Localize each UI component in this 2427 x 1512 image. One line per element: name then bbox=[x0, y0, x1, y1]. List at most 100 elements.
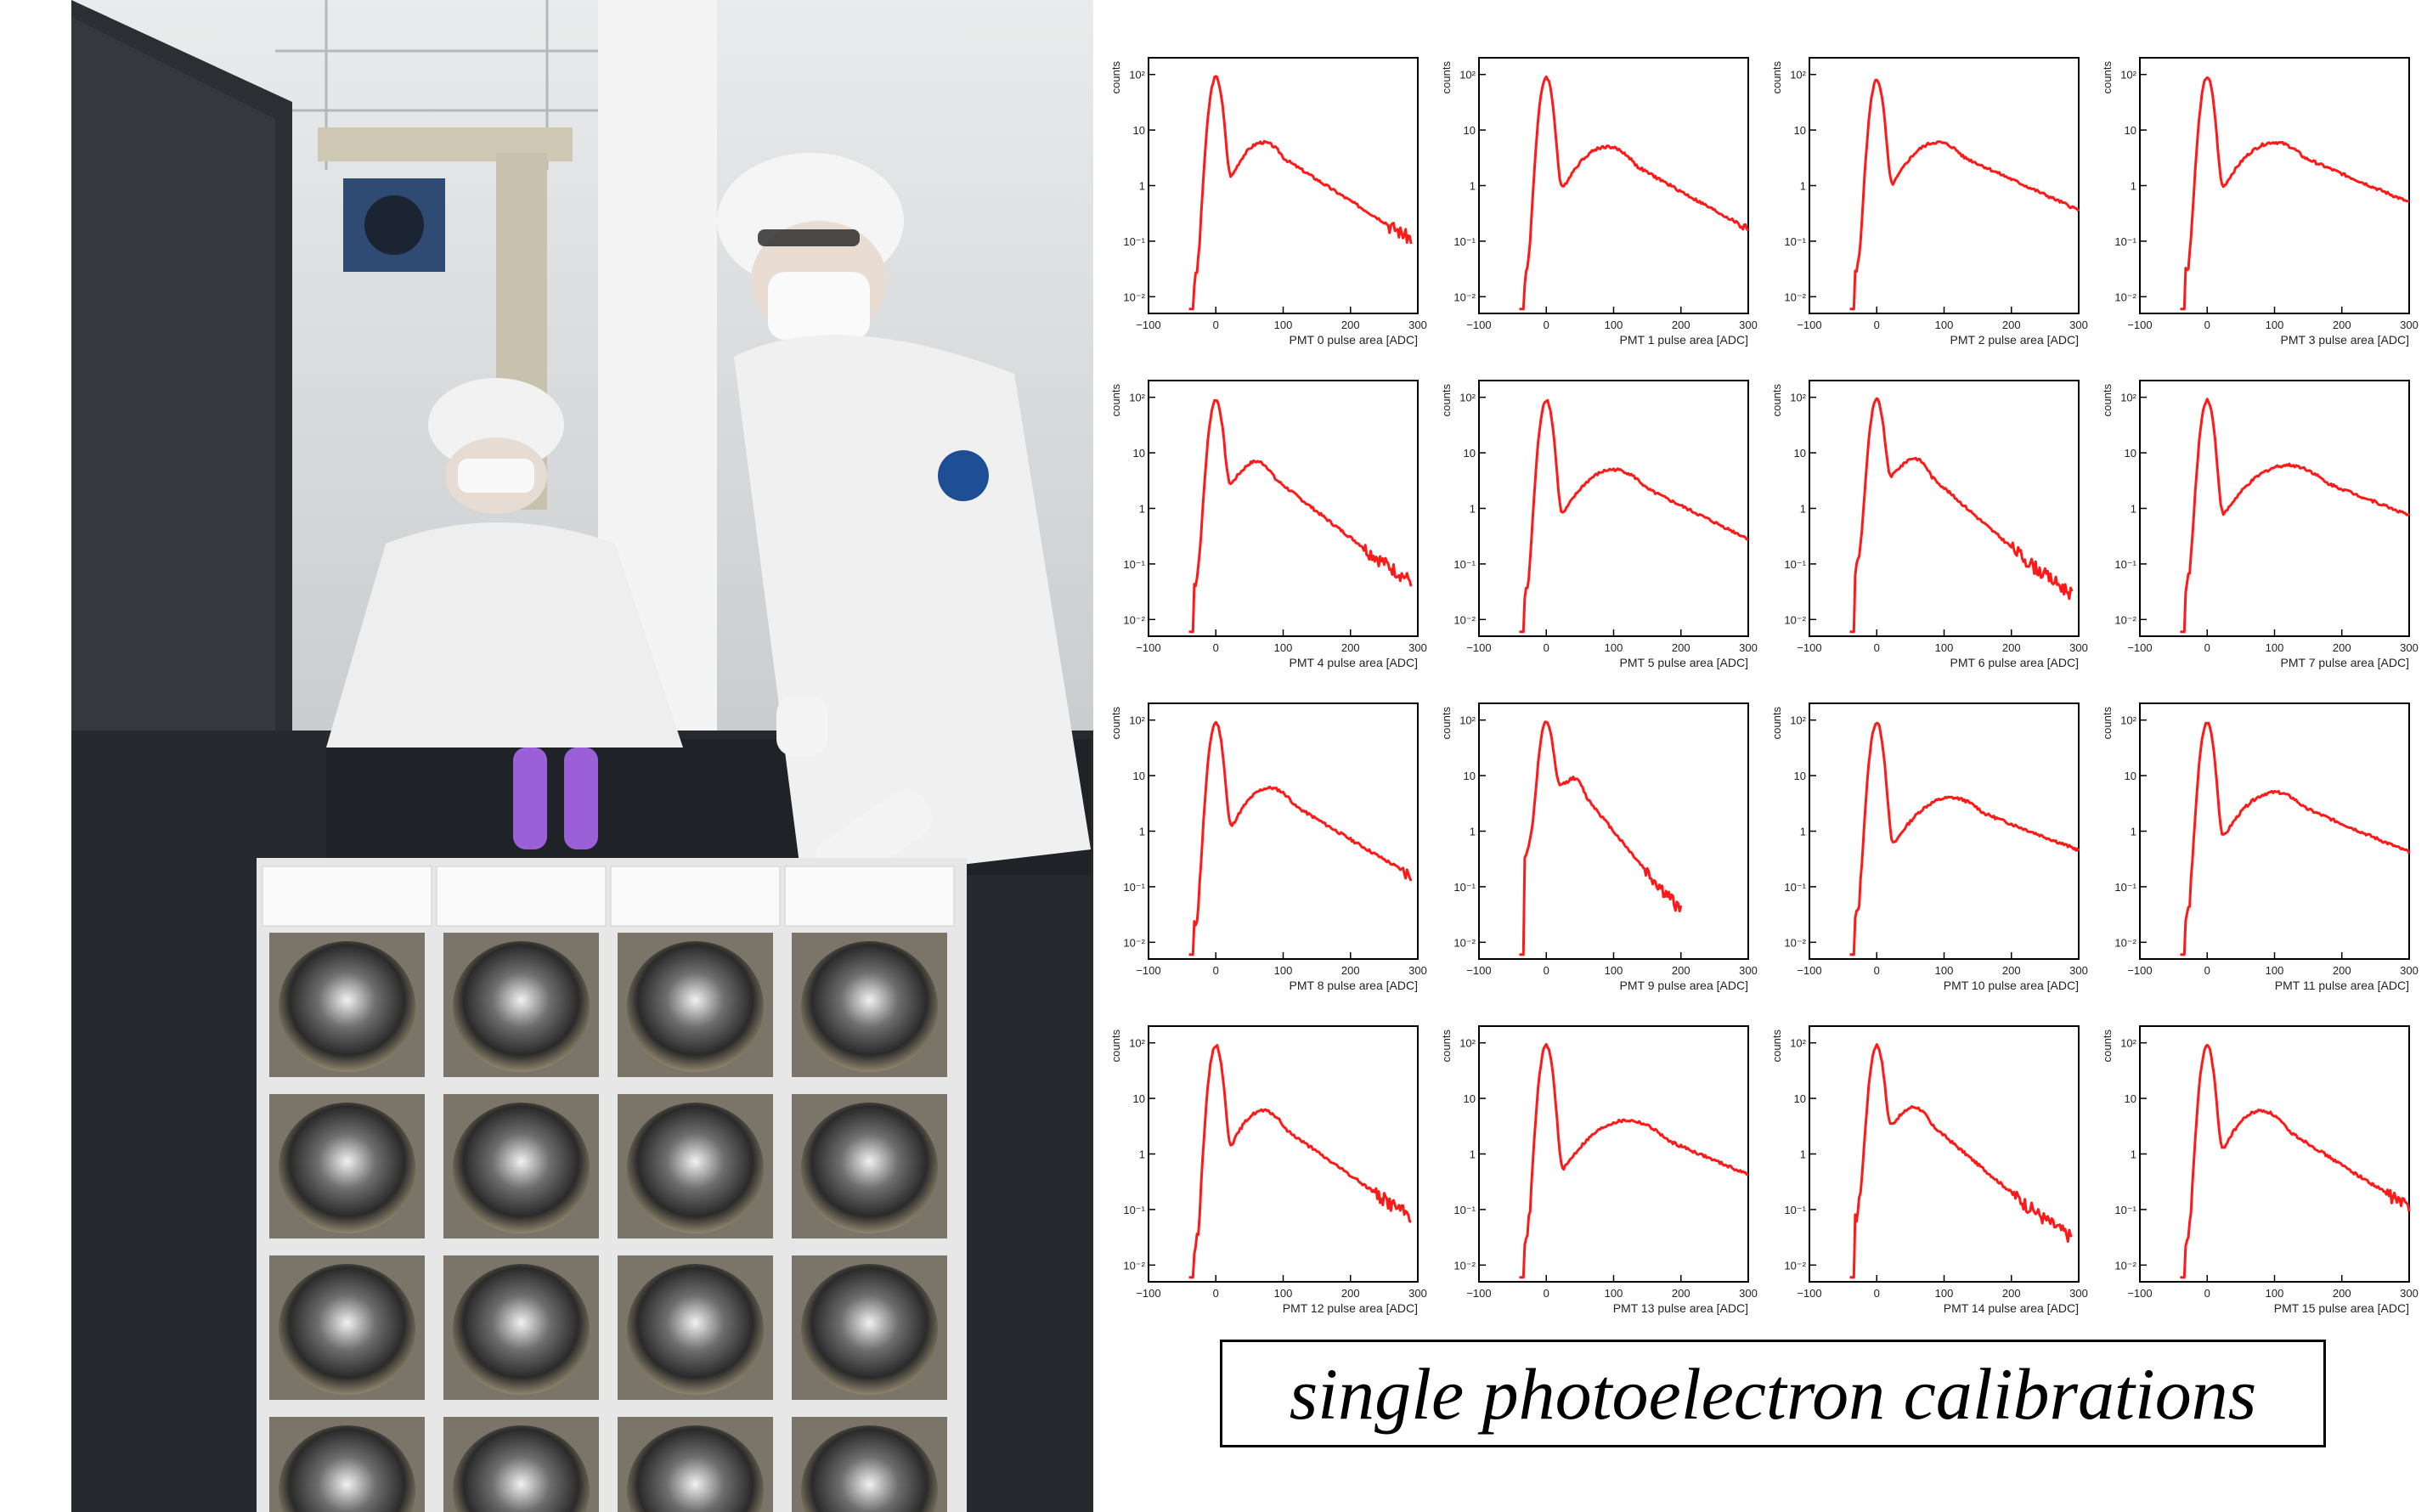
y-tick-label: 10 bbox=[2125, 770, 2136, 782]
y-tick-label: 10⁻¹ bbox=[1123, 235, 1145, 248]
x-tick-label: −100 bbox=[1466, 1287, 1491, 1300]
histogram-series bbox=[1849, 397, 2074, 634]
x-tick-label: 200 bbox=[1341, 641, 1360, 654]
y-tick-label: 10⁻² bbox=[1453, 1259, 1476, 1272]
x-tick-label: −100 bbox=[2127, 319, 2152, 331]
y-tick-label: 10² bbox=[1790, 69, 1806, 82]
x-tick-label: 200 bbox=[2002, 1287, 2021, 1300]
histogram-panel: 10⁻² 10⁻¹ 1 10 10² −100 0 100 200 300 counts PMT 13… bbox=[1440, 1025, 1758, 1315]
y-tick-label: 10 bbox=[1794, 447, 1806, 460]
x-tick-label: 300 bbox=[1739, 641, 1758, 654]
y-axis-label: counts bbox=[1440, 1030, 1453, 1063]
y-tick-label: 10⁻¹ bbox=[1123, 558, 1145, 571]
lab-photo-icon bbox=[71, 0, 1093, 1512]
caption-text: single photoelectron calibrations bbox=[1289, 1352, 2257, 1435]
y-axis-label: counts bbox=[1109, 707, 1122, 740]
histogram-panel: 10⁻² 10⁻¹ 1 10 10² −100 0 100 200 300 counts PMT 8 … bbox=[1109, 702, 1427, 992]
x-axis-label: PMT 0 pulse area [ADC] bbox=[1290, 333, 1418, 347]
y-tick-label: 10 bbox=[1794, 770, 1806, 782]
pmt-cap bbox=[784, 866, 955, 927]
x-tick-label: −100 bbox=[1466, 641, 1491, 654]
y-tick-label: 10 bbox=[1794, 124, 1806, 137]
x-tick-label: 0 bbox=[1213, 964, 1219, 977]
y-tick-label: 10⁻¹ bbox=[1784, 235, 1806, 248]
y-tick-label: 10⁻² bbox=[2114, 1259, 2136, 1272]
x-tick-label: 200 bbox=[1341, 964, 1360, 977]
histogram-panel: 10⁻² 10⁻¹ 1 10 10² −100 0 100 200 300 counts PMT 5 … bbox=[1440, 380, 1758, 669]
panel-frame bbox=[1148, 702, 1419, 960]
histogram-panel: 10⁻² 10⁻¹ 1 10 10² −100 0 100 200 300 counts PMT 2 … bbox=[1770, 57, 2088, 347]
histogram-series bbox=[1519, 75, 1750, 311]
panel-frame bbox=[1478, 57, 1749, 314]
y-tick-label: 10⁻¹ bbox=[2114, 1204, 2136, 1216]
x-tick-label: 0 bbox=[1874, 319, 1880, 331]
histogram-series bbox=[1519, 398, 1749, 634]
x-axis-label: PMT 15 pulse area [ADC] bbox=[2274, 1301, 2409, 1315]
histogram-panel: 10⁻² 10⁻¹ 1 10 10² −100 0 100 200 300 counts PMT 12… bbox=[1109, 1025, 1427, 1315]
y-tick-label: 10⁻¹ bbox=[1453, 235, 1476, 248]
x-axis-label: PMT 14 pulse area [ADC] bbox=[1944, 1301, 2079, 1315]
y-tick-label: 10 bbox=[1133, 1092, 1145, 1105]
histogram-series bbox=[1849, 1043, 2073, 1279]
histogram-series bbox=[1188, 75, 1413, 311]
y-axis-label: counts bbox=[2101, 61, 2114, 94]
y-axis-label: counts bbox=[1770, 384, 1783, 417]
panel-frame bbox=[1148, 1025, 1419, 1283]
y-tick-label: 1 bbox=[1470, 503, 1476, 516]
x-tick-label: 0 bbox=[1874, 964, 1880, 977]
x-tick-label: 100 bbox=[2266, 1287, 2284, 1300]
x-tick-label: 200 bbox=[2333, 1287, 2351, 1300]
y-tick-label: 10⁻¹ bbox=[1123, 881, 1145, 894]
y-tick-label: 10² bbox=[1129, 392, 1145, 404]
histogram-panel: 10⁻² 10⁻¹ 1 10 10² −100 0 100 200 300 counts PMT 3 … bbox=[2101, 57, 2419, 347]
y-tick-label: 10⁻¹ bbox=[1453, 1204, 1476, 1216]
histogram-series bbox=[1849, 78, 2080, 311]
y-tick-label: 1 bbox=[1139, 1148, 1145, 1161]
y-tick-label: 10² bbox=[1459, 69, 1476, 82]
pmt-lens bbox=[627, 1425, 764, 1512]
x-tick-label: 200 bbox=[1672, 641, 1690, 654]
y-tick-label: 1 bbox=[1139, 503, 1145, 516]
y-axis-label: counts bbox=[1440, 384, 1453, 417]
x-tick-label: 100 bbox=[1605, 319, 1623, 331]
y-axis-label: counts bbox=[1440, 61, 1453, 94]
histogram-series bbox=[1188, 1044, 1412, 1279]
x-axis-label: PMT 13 pulse area [ADC] bbox=[1613, 1301, 1748, 1315]
x-tick-label: 100 bbox=[1274, 641, 1293, 654]
y-tick-label: 10⁻² bbox=[1784, 1259, 1806, 1272]
y-tick-label: 10⁻¹ bbox=[1784, 881, 1806, 894]
x-tick-label: 100 bbox=[1605, 1287, 1623, 1300]
y-tick-label: 1 bbox=[1470, 180, 1476, 193]
x-tick-label: 0 bbox=[1213, 1287, 1219, 1300]
x-tick-label: 100 bbox=[1935, 641, 1954, 654]
panel-frame bbox=[1809, 380, 2080, 637]
y-tick-label: 1 bbox=[1139, 826, 1145, 838]
x-tick-label: 200 bbox=[1341, 1287, 1360, 1300]
panel-frame bbox=[1809, 1025, 2080, 1283]
y-tick-label: 10 bbox=[1464, 124, 1476, 137]
panel-frame bbox=[2139, 1025, 2410, 1283]
histogram-panel: 10⁻² 10⁻¹ 1 10 10² −100 0 100 200 300 counts PMT 10… bbox=[1770, 702, 2088, 992]
x-tick-label: 200 bbox=[2333, 964, 2351, 977]
x-tick-label: 100 bbox=[1935, 319, 1954, 331]
x-tick-label: 300 bbox=[1408, 319, 1427, 331]
histogram-panel: 10⁻² 10⁻¹ 1 10 10² −100 0 100 200 300 counts PMT 15… bbox=[2101, 1025, 2419, 1315]
x-tick-label: 300 bbox=[2400, 641, 2419, 654]
panel-frame bbox=[1809, 702, 2080, 960]
histogram-series bbox=[1519, 1042, 1749, 1279]
y-tick-label: 10⁻² bbox=[1453, 936, 1476, 949]
pmt-cap bbox=[610, 866, 781, 927]
y-axis-label: counts bbox=[1770, 707, 1783, 740]
x-tick-label: 100 bbox=[1274, 964, 1293, 977]
y-axis-label: counts bbox=[1109, 384, 1122, 417]
caption-box: single photoelectron calibrations bbox=[1220, 1340, 2326, 1447]
y-tick-label: 10² bbox=[2120, 714, 2136, 727]
x-tick-label: 100 bbox=[1605, 964, 1623, 977]
pmt-lens bbox=[801, 1264, 938, 1395]
y-tick-label: 10⁻¹ bbox=[2114, 235, 2136, 248]
pmt-lens bbox=[627, 1103, 764, 1233]
x-tick-label: 300 bbox=[2400, 964, 2419, 977]
pmt-cap bbox=[262, 866, 432, 927]
x-axis-label: PMT 5 pulse area [ADC] bbox=[1620, 656, 1748, 669]
y-tick-label: 10⁻² bbox=[1123, 613, 1145, 626]
